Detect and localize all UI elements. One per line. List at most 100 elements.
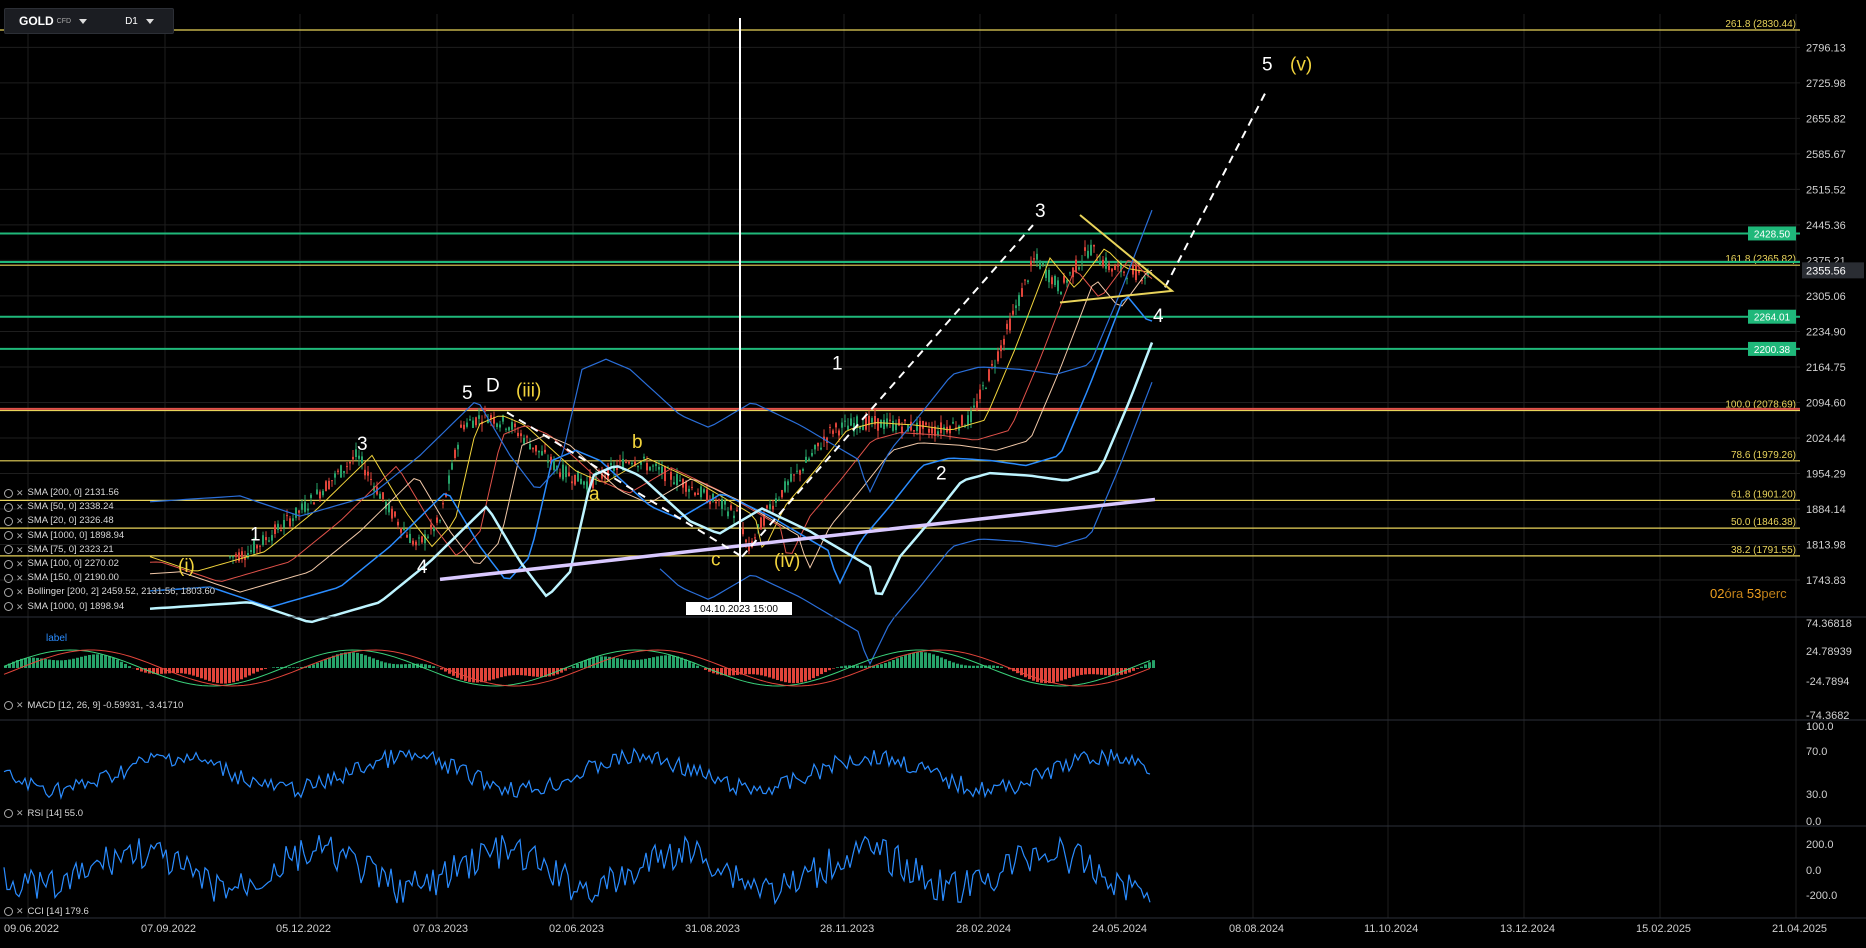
symbol-selector[interactable]: GOLD CFD [5,9,95,33]
gear-icon[interactable] [4,545,13,555]
candle-body [562,464,564,480]
macd-histogram-bar [312,664,315,668]
timeframe-selector[interactable]: D1 [125,16,154,27]
cci-label-row[interactable]: ✕ CCI [14] 179.6 [4,906,89,917]
macd-histogram-bar [936,655,939,668]
legend-row[interactable]: ✕ SMA [50, 0] 2338.24 [4,500,215,514]
gear-icon[interactable] [4,502,13,512]
macd-histogram-bar [252,668,255,674]
candle-body [967,415,969,426]
candle-body [271,535,273,541]
legend-row[interactable]: ✕ Bollinger [200, 2] 2459.52, 2131.56, 18… [4,585,215,599]
candle-body [391,508,393,519]
close-icon[interactable]: ✕ [16,573,24,584]
candle-body [1141,280,1143,282]
candle-body [367,471,369,476]
candle-body [961,415,963,426]
macd-histogram-bar [424,664,427,668]
candle-body [475,417,477,426]
close-icon[interactable]: ✕ [16,502,24,513]
candle-body [982,385,984,387]
macd-histogram-bar [548,668,551,677]
gear-icon[interactable] [4,531,13,541]
gear-icon[interactable] [4,573,13,583]
macd-histogram-bar [12,661,15,668]
gear-icon[interactable] [4,517,13,526]
legend-row[interactable]: ✕ SMA [150, 0] 2190.00 [4,571,215,585]
macd-histogram-bar [792,668,795,684]
macd-histogram-bar [736,668,739,675]
candle-body [349,461,351,464]
macd-histogram-bar [592,657,595,668]
legend-row[interactable]: ✕ SMA [20, 0] 2326.48 [4,514,215,528]
macd-histogram-bar [284,667,287,668]
macd-histogram-bar [624,659,627,668]
cci-label: CCI [14] 179.6 [27,906,89,917]
candle-body [274,524,276,534]
legend-row[interactable]: ✕ SMA [1000, 0] 1898.94 [4,529,215,543]
gear-icon[interactable] [4,588,13,598]
close-icon[interactable]: ✕ [16,587,24,598]
cci-axis-label: 200.0 [1806,839,1834,851]
macd-histogram-bar [336,654,339,668]
gear-icon[interactable] [4,602,13,612]
candle-body [1123,271,1125,273]
close-icon[interactable]: ✕ [16,906,24,916]
macd-histogram-bar [212,668,215,683]
candle-body [796,470,798,472]
cci-line [3,835,1151,906]
macd-histogram-bar [64,660,67,668]
macd-histogram-bar [832,668,835,669]
rsi-label-row[interactable]: ✕ RSI [14] 55.0 [4,808,83,819]
candle-body [661,466,663,474]
gear-icon[interactable] [4,907,13,916]
candle-body [994,365,996,367]
close-icon[interactable]: ✕ [16,530,24,541]
macd-histogram-bar [152,668,155,674]
legend-row[interactable]: ✕ SMA [100, 0] 2270.02 [4,557,215,571]
legend-row[interactable]: ✕ SMA [75, 0] 2323.21 [4,543,215,557]
close-icon[interactable]: ✕ [16,559,24,570]
close-icon[interactable]: ✕ [16,808,24,818]
candle-body [685,481,687,492]
candle-body [856,416,858,429]
legend-row[interactable]: ✕ SMA [200, 0] 2131.56 [4,486,215,500]
candle-body [1024,279,1026,281]
macd-histogram-bar [704,668,707,670]
gear-icon[interactable] [4,809,13,818]
legend-row[interactable]: ✕ SMA [1000, 0] 1898.94 [4,600,215,614]
close-icon[interactable]: ✕ [16,700,24,710]
candle-body [841,422,843,428]
candle-body [433,526,435,532]
candle-body [640,462,642,465]
macd-histogram-bar [208,668,211,682]
macd-histogram-bar [36,657,39,668]
candle-body [769,504,771,510]
candle-body [937,431,939,436]
close-icon[interactable]: ✕ [16,516,24,527]
gear-icon[interactable] [4,488,13,498]
candle-body [1078,267,1080,270]
legend-label: SMA [200, 0] 2131.56 [27,487,119,498]
candle-body [472,420,474,428]
gear-icon[interactable] [4,559,13,569]
candle-body [1045,269,1047,278]
candle-body [727,511,729,517]
close-icon[interactable]: ✕ [16,488,24,498]
macd-histogram-bar [1020,668,1023,676]
drawings[interactable]: 04.10.2023 15:00 [506,18,1266,615]
candle-body [916,422,918,431]
macd-label-row[interactable]: ✕ MACD [12, 26, 9] -0.59931, -3.41710 [4,700,183,711]
macd-histogram-bar [488,668,491,681]
macd-histogram-bar [44,659,47,668]
close-icon[interactable]: ✕ [16,544,24,555]
candle-body [535,445,537,452]
current-price-label: 2355.56 [1806,265,1846,277]
candle-body [979,389,981,399]
candle-body [334,473,336,478]
macd-histogram-bar [1100,668,1103,675]
gear-icon[interactable] [4,701,13,710]
close-icon[interactable]: ✕ [16,601,24,612]
macd-histogram-bar [928,653,931,668]
